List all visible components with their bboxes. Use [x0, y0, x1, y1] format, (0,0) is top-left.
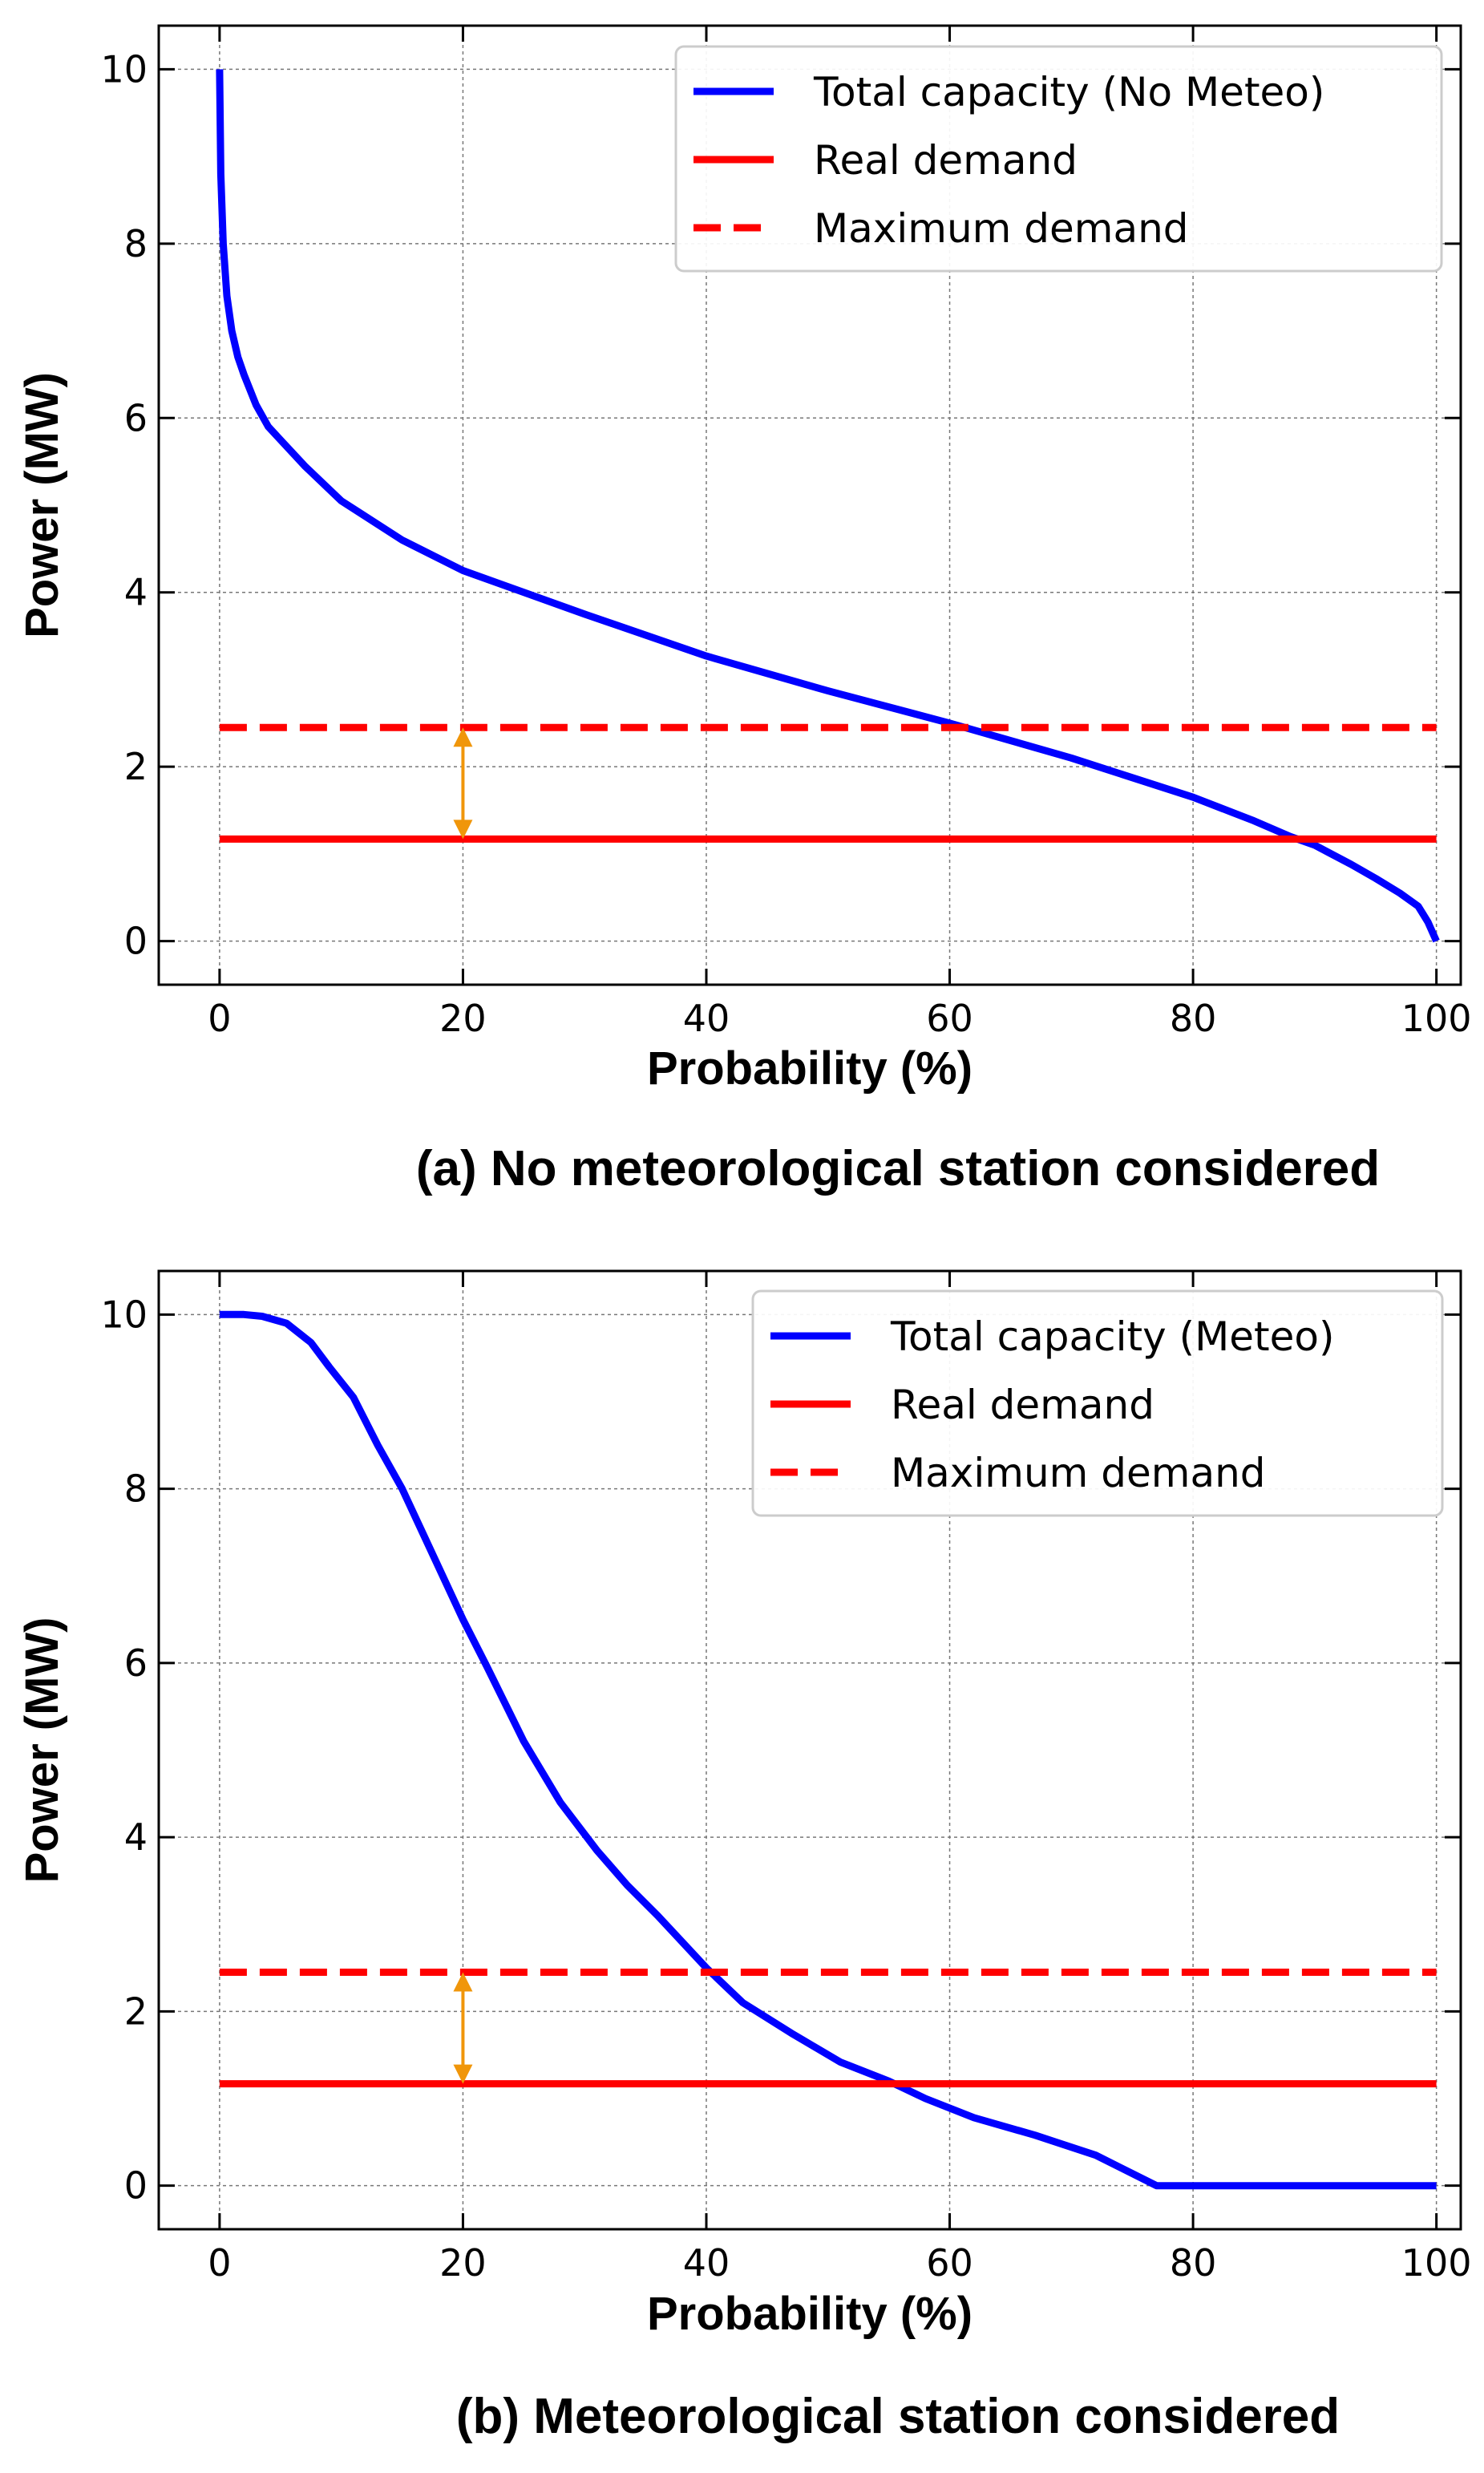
ticks: 0 20 40 60 80 100 0 2 4 6 8 10 [100, 1271, 1472, 2285]
legend-label: Total capacity (Meteo) [890, 1313, 1335, 1360]
series-line-total-capacity-meteo [219, 1310, 1437, 2190]
y-tick-label: 10 [100, 1293, 148, 1336]
y-tick-label: 10 [100, 47, 148, 91]
y-tick-label: 8 [124, 1467, 148, 1511]
legend-label: Real demand [891, 1382, 1154, 1428]
legend-label: Maximum demand [891, 1450, 1266, 1496]
x-tick-label: 0 [208, 997, 231, 1040]
legend-item: Real demand [693, 137, 1078, 184]
figure-caption: (a) No meteorological station considered [416, 1141, 1380, 1196]
legend-item: Maximum demand [770, 1450, 1266, 1496]
plot-frame [157, 1269, 1462, 2231]
y-tick-label: 0 [124, 920, 148, 963]
y-axis-label: Power (MW) [16, 372, 68, 638]
legend-item: Maximum demand [693, 205, 1189, 252]
arrow-head-down [453, 820, 473, 840]
x-tick-label: 100 [1401, 2241, 1472, 2285]
y-tick-label: 6 [124, 396, 148, 439]
legend-box [674, 45, 1443, 273]
x-tick-label: 60 [926, 997, 973, 1040]
y-tick-label: 4 [124, 571, 148, 614]
legend: Total capacity (No Meteo) Real demand Maxi… [674, 45, 1443, 273]
x-tick-label: 60 [926, 2241, 973, 2285]
demand-gap-arrow [453, 727, 473, 840]
figure-caption: (b) Meteorological station considered [456, 2389, 1340, 2444]
ticks: 0 20 40 60 80 100 0 2 4 6 8 10 [100, 26, 1472, 1040]
x-tick-label: 20 [439, 2241, 487, 2285]
x-tick-label: 80 [1170, 2241, 1217, 2285]
y-tick-label: 0 [124, 2164, 148, 2208]
x-tick-label: 40 [683, 997, 730, 1040]
x-tick-label: 20 [439, 997, 487, 1040]
legend: Total capacity (Meteo) Real demand Maximum… [751, 1289, 1444, 1517]
legend-item: Total capacity (No Meteo) [693, 69, 1324, 115]
y-tick-label: 2 [124, 1989, 148, 2033]
legend-box [751, 1289, 1444, 1517]
demand-gap-arrow [453, 1972, 473, 2084]
chart-b: 0 20 40 60 80 100 0 2 4 6 8 10 Probability (%) Power … [16, 1269, 1472, 2444]
arrow-head-up [453, 727, 473, 747]
legend-label: Total capacity (No Meteo) [813, 69, 1324, 115]
series-line-total-capacity-no-meteo [216, 69, 1440, 943]
y-tick-label: 8 [124, 222, 148, 265]
y-axis-label: Power (MW) [16, 1617, 68, 1884]
x-axis-label: Probability (%) [647, 1042, 972, 1095]
x-tick-label: 100 [1401, 997, 1472, 1040]
legend-item: Real demand [770, 1382, 1154, 1428]
x-tick-label: 80 [1170, 997, 1217, 1040]
legend-item: Total capacity (Meteo) [770, 1313, 1335, 1360]
x-axis-label: Probability (%) [647, 2288, 972, 2340]
x-tick-label: 40 [683, 2241, 730, 2285]
chart-a: 0 20 40 60 80 100 0 2 4 6 8 10 Probability (%) Power … [16, 24, 1472, 1196]
legend-label: Real demand [814, 137, 1078, 184]
arrow-head-down [453, 2064, 473, 2084]
legend-label: Maximum demand [814, 205, 1189, 252]
y-tick-label: 4 [124, 1815, 148, 1859]
plot-frame [157, 24, 1462, 986]
arrow-head-up [453, 1972, 473, 1992]
x-tick-label: 0 [208, 2241, 231, 2285]
y-tick-label: 6 [124, 1641, 148, 1685]
y-tick-label: 2 [124, 745, 148, 788]
